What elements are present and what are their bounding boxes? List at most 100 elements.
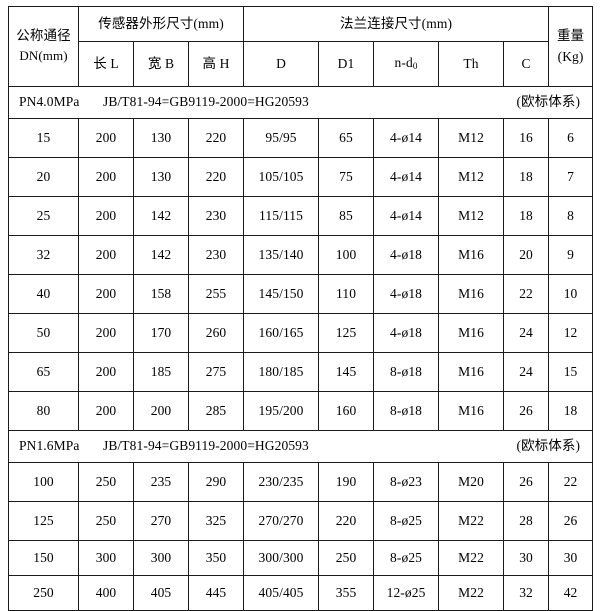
header-nd0-subscript: 0 [412,61,418,72]
spec-table-container: 公称通径 DN(mm) 传感器外形尺寸(mm) 法兰连接尺寸(mm) 重量 (K… [7,6,594,611]
cell-c: 18 [503,196,550,236]
cell-thread: M16 [438,391,505,431]
section-standard-code: JB/T81-94=GB9119-2000=HG20593 [103,94,309,110]
cell-c: 24 [503,313,550,353]
header-dn-label-unit: DN(mm) [19,48,68,64]
cell-thread: M20 [438,462,505,502]
cell-width: 200 [133,391,189,431]
cell-d: 115/115 [243,196,320,236]
table-row: 20 200 130 220 105/105 75 4-ø14 M12 18 7 [8,157,594,197]
header-sub-row: 长 L 宽 B 高 H D D1 n-d0 Th C [9,41,593,87]
cell-height: 220 [187,118,245,158]
header-col-height: 高 H [187,41,245,87]
cell-weight: 12 [548,313,594,353]
table-header: 公称通径 DN(mm) 传感器外形尺寸(mm) 法兰连接尺寸(mm) 重量 (K… [8,6,594,87]
table-body: PN4.0MPa JB/T81-94=GB9119-2000=HG20593 (欧标… [7,86,594,611]
cell-length: 250 [78,462,134,502]
cell-thread: M16 [438,274,505,314]
cell-d1: 220 [318,501,375,541]
table-row: 125 250 270 325 270/270 220 8-ø25 M22 28 26 [8,501,594,541]
cell-c: 24 [503,352,550,392]
cell-bolt-holes: 8-ø25 [373,501,440,541]
header-group-flange-dimensions: 法兰连接尺寸(mm) [243,6,550,42]
cell-weight: 8 [548,196,594,236]
header-group-row: 公称通径 DN(mm) 传感器外形尺寸(mm) 法兰连接尺寸(mm) 重量 (K… [8,6,594,87]
cell-d: 270/270 [243,501,320,541]
header-weight-label: 重量 [556,27,585,43]
header-col-c: C [503,41,550,87]
section-header-row: PN4.0MPa JB/T81-94=GB9119-2000=HG20593 (欧标… [7,86,594,119]
header-weight-unit: (Kg) [557,48,584,64]
header-col-bolt-holes: n-d0 [373,41,440,87]
cell-length: 200 [78,274,134,314]
table-row: 100 250 235 290 230/235 190 8-ø23 M20 26 22 [8,462,594,502]
cell-thread: M22 [438,540,505,576]
cell-height: 285 [187,391,245,431]
section-standard-cell: PN4.0MPa JB/T81-94=GB9119-2000=HG20593 (欧标… [7,86,594,119]
cell-c: 18 [503,157,550,197]
cell-height: 230 [187,235,245,275]
cell-width: 170 [133,313,189,353]
cell-length: 200 [78,118,134,158]
cell-thread: M22 [438,501,505,541]
cell-dn: 32 [8,235,79,275]
cell-bolt-holes: 8-ø18 [373,352,440,392]
cell-d: 405/405 [243,575,320,611]
section-standard-cell: PN1.6MPa JB/T81-94=GB9119-2000=HG20593 (欧标… [7,430,594,463]
header-col-d1: D1 [318,41,375,87]
cell-height: 275 [187,352,245,392]
cell-dn: 125 [8,501,79,541]
cell-width: 130 [133,118,189,158]
cell-dn: 25 [8,196,79,236]
cell-d: 230/235 [243,462,320,502]
cell-weight: 42 [548,575,594,611]
cell-weight: 7 [548,157,594,197]
cell-length: 200 [78,352,134,392]
cell-dn: 15 [8,118,79,158]
cell-weight: 6 [548,118,594,158]
cell-thread: M22 [438,575,505,611]
cell-height: 445 [187,575,245,611]
cell-height: 350 [187,540,245,576]
cell-dn: 80 [8,391,79,431]
cell-length: 200 [78,157,134,197]
section-system-note: (欧标体系) [516,94,581,110]
cell-width: 270 [133,501,189,541]
cell-weight: 26 [548,501,594,541]
cell-dn: 50 [8,313,79,353]
cell-height: 325 [187,501,245,541]
cell-d1: 190 [318,462,375,502]
cell-width: 142 [133,235,189,275]
cell-weight: 9 [548,235,594,275]
cell-d1: 65 [318,118,375,158]
cell-thread: M12 [438,157,505,197]
cell-length: 200 [78,391,134,431]
cell-height: 255 [187,274,245,314]
cell-bolt-holes: 4-ø18 [373,313,440,353]
header-dn-label-cn: 公称通径 [16,28,71,44]
cell-bolt-holes: 8-ø23 [373,462,440,502]
header-col-thread: Th [438,41,505,87]
cell-c: 26 [503,391,550,431]
table-row: 40 200 158 255 145/150 110 4-ø18 M16 22 10 [8,274,594,314]
cell-dn: 100 [8,462,79,502]
cell-d: 145/150 [243,274,320,314]
cell-thread: M16 [438,235,505,275]
table-row: 32 200 142 230 135/140 100 4-ø18 M16 20 9 [8,235,594,275]
cell-bolt-holes: 8-ø25 [373,540,440,576]
cell-thread: M12 [438,118,505,158]
cell-d: 300/300 [243,540,320,576]
cell-d1: 75 [318,157,375,197]
cell-weight: 22 [548,462,594,502]
cell-c: 22 [503,274,550,314]
cell-d: 95/95 [243,118,320,158]
cell-bolt-holes: 4-ø14 [373,196,440,236]
section-pressure-rating: PN1.6MPa [19,438,80,454]
table-row: 25 200 142 230 115/115 85 4-ø14 M12 18 8 [8,196,594,236]
cell-width: 185 [133,352,189,392]
cell-length: 250 [78,501,134,541]
header-weight: 重量 (Kg) [548,6,594,87]
cell-d: 195/200 [243,391,320,431]
cell-width: 130 [133,157,189,197]
cell-height: 220 [187,157,245,197]
